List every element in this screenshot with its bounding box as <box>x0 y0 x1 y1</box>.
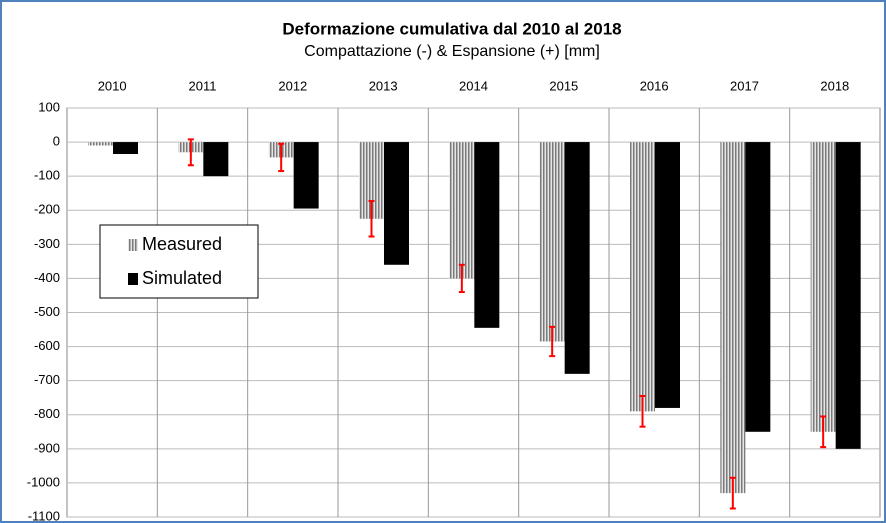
bar <box>655 142 680 408</box>
bar <box>384 142 409 265</box>
x-tick-label: 2010 <box>98 78 127 93</box>
bar <box>113 142 138 155</box>
y-tick-label: -100 <box>34 168 60 183</box>
bar <box>88 142 113 146</box>
y-tick-label: -1100 <box>28 508 60 523</box>
bar <box>564 142 590 374</box>
y-tick-label: -700 <box>34 372 60 387</box>
legend-label: Simulated <box>142 268 222 288</box>
chart-subtitle: Compattazione (-) & Espansione (+) [mm] <box>304 43 600 60</box>
legend-box <box>99 224 259 299</box>
bar <box>745 142 771 432</box>
y-tick-label: 0 <box>53 134 60 149</box>
legend-swatch <box>128 239 138 251</box>
y-tick-label: -400 <box>34 270 60 285</box>
bar <box>835 142 861 449</box>
error-bar <box>368 200 375 238</box>
error-bar <box>278 142 285 173</box>
y-tick-label: -800 <box>34 406 60 421</box>
error-bar <box>187 138 194 167</box>
y-tick-label: -600 <box>34 338 60 353</box>
bar <box>810 142 836 432</box>
bar <box>449 142 475 279</box>
error-bar <box>820 415 827 449</box>
x-tick-label: 2018 <box>820 78 849 93</box>
bar <box>203 142 229 177</box>
x-tick-label: 2012 <box>278 78 307 93</box>
error-bar <box>639 395 646 428</box>
x-tick-label: 2015 <box>549 78 578 93</box>
y-tick-label: 100 <box>38 99 60 114</box>
bar <box>630 142 655 412</box>
error-bar <box>549 325 556 358</box>
bar <box>539 142 565 342</box>
x-tick-label: 2011 <box>189 78 217 93</box>
bar <box>474 142 500 328</box>
y-tick-label: -500 <box>34 304 60 319</box>
error-bar <box>729 476 736 510</box>
x-tick-label: 2014 <box>459 78 488 93</box>
x-tick-label: 2016 <box>640 78 669 93</box>
x-tick-label: 2017 <box>730 78 759 93</box>
x-tick-label: 2013 <box>369 78 398 93</box>
y-tick-label: -200 <box>34 202 60 217</box>
y-tick-label: -900 <box>34 440 60 455</box>
bar <box>720 142 746 494</box>
bar <box>293 142 319 209</box>
chart-title: Deformazione cumulativa dal 2010 al 2018 <box>282 19 621 38</box>
y-tick-label: -1000 <box>27 474 60 489</box>
y-tick-label: -300 <box>34 236 60 251</box>
legend-label: Measured <box>142 234 222 254</box>
legend-swatch <box>128 273 138 285</box>
error-bar <box>458 263 465 294</box>
